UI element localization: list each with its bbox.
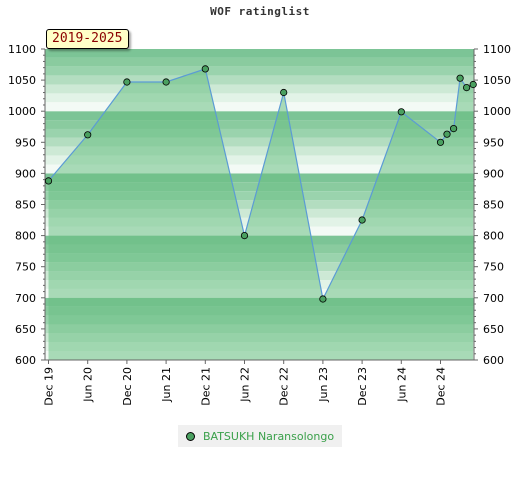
series-area (48, 68, 474, 361)
data-point (443, 130, 451, 138)
y-tick-label-left: 950 (15, 136, 36, 149)
y-tick-label-left: 1050 (8, 74, 36, 87)
x-tick-label: Jun 24 (395, 367, 408, 403)
grid-band (45, 49, 474, 58)
x-tick-label: Dec 24 (435, 367, 448, 406)
y-tick-label-right: 900 (483, 167, 504, 180)
y-tick-label-right: 1100 (483, 43, 511, 56)
grid-band (45, 173, 474, 183)
grid-band (45, 66, 474, 76)
y-tick-label-right: 950 (483, 136, 504, 149)
data-point (449, 125, 458, 133)
x-tick-label: Jun 20 (82, 367, 95, 403)
data-point (469, 80, 477, 89)
data-point (436, 138, 445, 146)
y-tick-label-right: 600 (483, 354, 504, 367)
y-tick-label-left: 650 (15, 323, 36, 336)
grid-band (45, 111, 474, 121)
data-point (240, 232, 249, 240)
data-point (201, 65, 209, 73)
legend-marker-icon (186, 431, 195, 441)
series-line (48, 68, 474, 301)
x-tick-label: Dec 20 (121, 367, 134, 406)
y-tick-label-right: 1000 (483, 105, 511, 118)
grid-band (45, 164, 474, 174)
data-point (162, 78, 170, 86)
data-point (462, 84, 471, 92)
x-tick-label: Dec 19 (43, 367, 56, 406)
y-tick-label-left: 850 (15, 199, 36, 212)
legend[interactable]: BATSUKH Naransolongo (178, 425, 343, 447)
data-point (44, 177, 53, 185)
y-tick-label-right: 800 (483, 230, 504, 243)
data-point (84, 131, 92, 139)
y-tick-label-right: 850 (483, 199, 504, 212)
y-tick-label-left: 800 (15, 230, 36, 243)
data-point (319, 295, 327, 303)
grid-band (45, 102, 474, 112)
x-tick-label: Jun 23 (317, 367, 330, 403)
grid-band (45, 75, 474, 85)
grid-band (45, 84, 474, 94)
date-range-badge: 2019-2025 (46, 29, 130, 49)
data-point (280, 88, 288, 97)
y-tick-label-left: 700 (15, 292, 36, 305)
data-point (123, 78, 131, 86)
x-tick-label: Dec 23 (356, 367, 369, 406)
x-tick-label: Dec 22 (278, 367, 291, 406)
y-tick-label-left: 1000 (8, 105, 36, 118)
grid-band (45, 155, 474, 165)
y-tick-label-left: 900 (15, 167, 36, 180)
x-tick-label: Dec 21 (199, 367, 212, 406)
x-tick-label: Jun 21 (160, 367, 173, 403)
area-layer (48, 68, 474, 361)
grid-band (45, 120, 474, 129)
grid-band (45, 93, 474, 103)
chart-title: WOF ratinglist (210, 5, 310, 18)
x-tick-label: Jun 22 (239, 367, 252, 403)
grid-band (45, 137, 474, 147)
grid-band (45, 146, 474, 156)
data-point (397, 108, 405, 116)
data-point (358, 216, 366, 224)
points-layer (44, 65, 477, 303)
y-tick-label-left: 1100 (8, 43, 36, 56)
y-tick-label-right: 1050 (483, 74, 511, 87)
grid-band (45, 128, 474, 138)
y-tick-label-left: 750 (15, 261, 36, 274)
y-tick-label-right: 700 (483, 292, 504, 305)
y-tick-label-left: 600 (15, 354, 36, 367)
data-point (456, 74, 464, 82)
legend-label: BATSUKH Naransolongo (203, 429, 335, 443)
grid-band (45, 57, 474, 67)
y-tick-label-right: 650 (483, 323, 504, 336)
axes: 600 600 650 650 700 700 750 750 800 800 850 850 900 9… (8, 43, 511, 406)
y-tick-label-right: 750 (483, 261, 504, 274)
